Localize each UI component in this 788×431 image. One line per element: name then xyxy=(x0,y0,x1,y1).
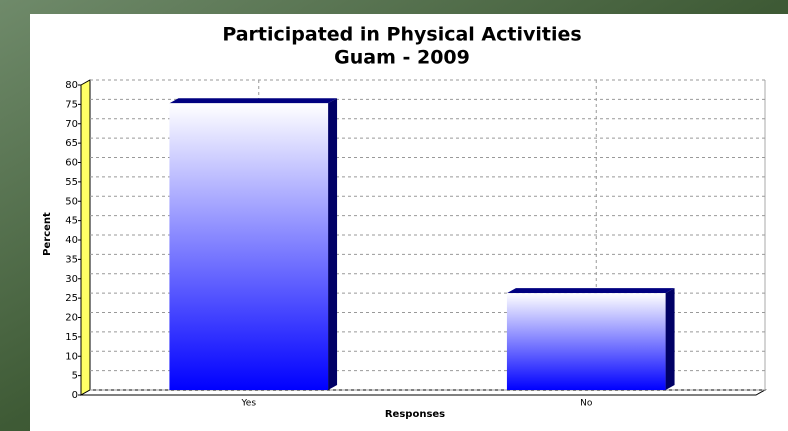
chart-subtitle: Guam - 2009 xyxy=(334,47,470,69)
y-tick-label: 0 xyxy=(72,390,78,401)
y-tick-label: 35 xyxy=(65,254,78,265)
y-tick-label: 55 xyxy=(65,177,78,188)
y-tick-label: 10 xyxy=(65,351,78,362)
bar-top xyxy=(169,98,338,104)
y-tick-label: 5 xyxy=(72,371,78,382)
y-tick-label: 20 xyxy=(65,313,78,324)
y-tick-label: 70 xyxy=(65,119,78,130)
chart-title: Participated in Physical Activities xyxy=(222,24,581,46)
y-tick-label: 60 xyxy=(65,158,78,169)
y-tick-label: 45 xyxy=(65,216,78,227)
y-tick-label: 30 xyxy=(65,274,78,285)
bar-side xyxy=(665,288,675,390)
y-tick-label: 65 xyxy=(65,138,78,149)
y-tick-label: 75 xyxy=(65,99,78,110)
y-tick-label: 15 xyxy=(65,332,78,343)
floor xyxy=(79,389,767,396)
x-tick-label: Yes xyxy=(240,399,256,409)
side-wall xyxy=(80,79,91,396)
bar-top xyxy=(506,288,675,294)
y-tick-label: 40 xyxy=(65,235,78,246)
x-tick-label: No xyxy=(580,399,593,409)
bar-side xyxy=(328,98,338,390)
y-axis-label: Percent xyxy=(42,212,53,256)
y-tick-label: 50 xyxy=(65,196,78,207)
y-tick-label: 80 xyxy=(65,80,78,91)
y-tick-label: 25 xyxy=(65,293,78,304)
bar xyxy=(169,103,329,390)
x-axis-label: Responses xyxy=(385,409,445,420)
bar xyxy=(506,293,666,390)
